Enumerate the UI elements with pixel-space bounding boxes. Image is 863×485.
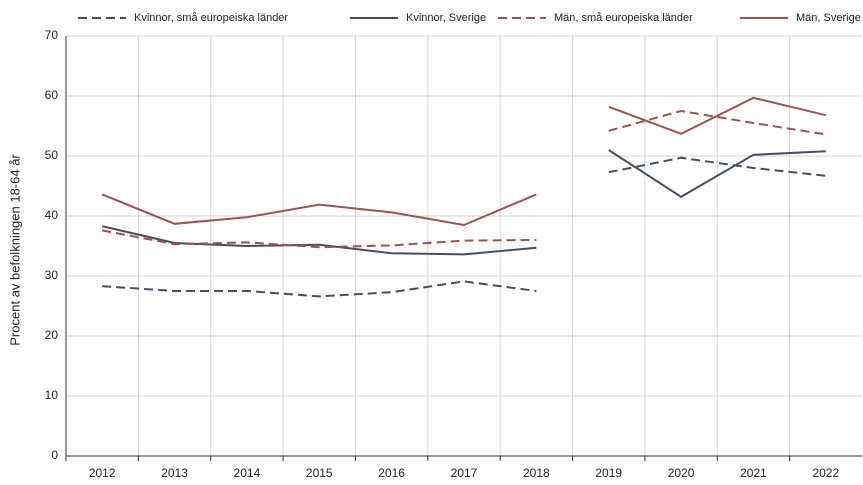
x-tick-label: 2015: [306, 466, 333, 480]
x-tick-label: 2020: [668, 466, 695, 480]
y-tick-label: 30: [45, 268, 59, 282]
series-line: [101, 149, 826, 256]
x-tick-label: 2019: [595, 466, 622, 480]
series-line: [102, 156, 826, 298]
series-line: [101, 96, 827, 227]
x-tick-label: 2013: [161, 466, 188, 480]
x-tick-label: 2016: [378, 466, 405, 480]
x-tick-label: 2022: [812, 466, 839, 480]
legend-label: Män, små europeiska länder: [554, 12, 693, 24]
y-tick-label: 20: [45, 328, 59, 342]
legend-label: Kvinnor, Sverige: [406, 12, 486, 24]
x-tick-label: 2021: [740, 466, 767, 480]
y-tick-label: 0: [51, 448, 58, 462]
x-tick-label: 2014: [234, 466, 261, 480]
x-tick-label: 2012: [89, 466, 116, 480]
y-tick-label: 40: [45, 208, 59, 222]
y-tick-label: 70: [45, 28, 59, 42]
y-axis-label: Procent av befolkningen 18-64 år: [7, 154, 22, 346]
series-line: [101, 109, 826, 249]
y-tick-label: 10: [45, 388, 59, 402]
legend-label: Män, Sverige: [796, 12, 861, 24]
legend-label: Kvinnor, små europeiska länder: [134, 12, 288, 24]
x-tick-label: 2018: [523, 466, 550, 480]
y-tick-label: 50: [45, 148, 59, 162]
x-tick-label: 2017: [451, 466, 478, 480]
y-tick-label: 60: [45, 88, 59, 102]
